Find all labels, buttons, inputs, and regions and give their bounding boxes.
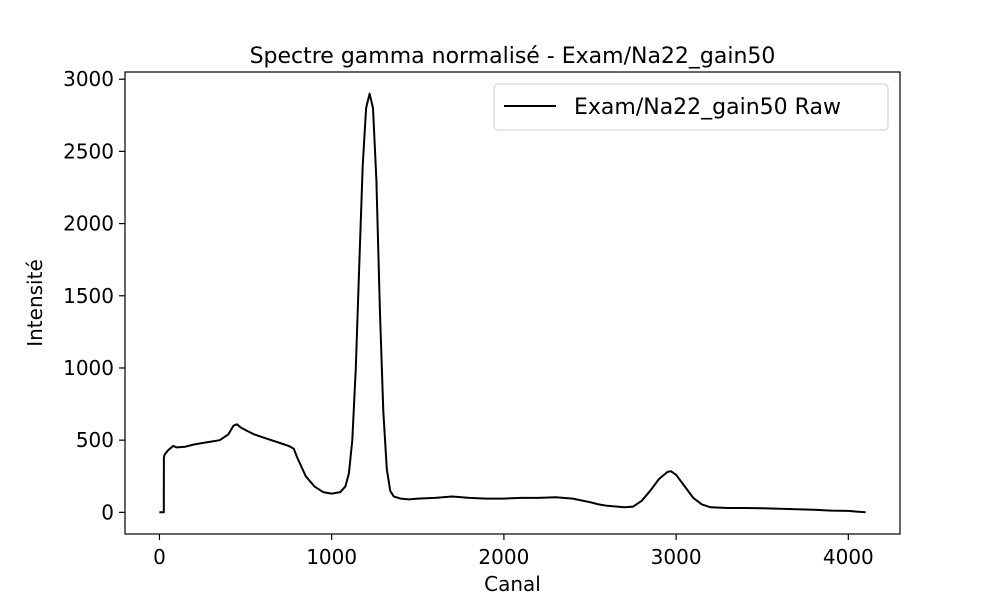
- y-tick-label: 2500: [63, 139, 114, 163]
- y-axis-label: Intensité: [23, 259, 47, 347]
- legend-box: [493, 83, 889, 131]
- x-tick-label: 3000: [651, 545, 702, 569]
- x-tick-label: 1000: [306, 545, 357, 569]
- series-line-0: [159, 92, 866, 514]
- x-tick-label: 4000: [823, 545, 874, 569]
- y-tick-label: 3000: [63, 67, 114, 91]
- x-tick-label: 2000: [478, 545, 529, 569]
- y-tick-label: 0: [101, 500, 114, 524]
- y-tick-label: 1000: [63, 356, 114, 380]
- plot-area: [159, 92, 866, 514]
- plot-frame: [124, 71, 901, 535]
- y-tick-label: 500: [76, 428, 114, 452]
- x-tick-label: 0: [153, 545, 166, 569]
- x-axis-label: Canal: [484, 572, 541, 596]
- chart-title: Spectre gamma normalisé - Exam/Na22_gain…: [250, 44, 776, 69]
- legend-label: Exam/Na22_gain50 Raw: [574, 95, 841, 120]
- axis-ticks: 0 1000 2000 3000 4000 0 500 1000 1500 2000 2500 300…: [63, 67, 874, 569]
- legend: Exam/Na22_gain50 Raw: [493, 83, 889, 131]
- y-tick-label: 1500: [63, 284, 114, 308]
- y-tick-label: 2000: [63, 212, 114, 236]
